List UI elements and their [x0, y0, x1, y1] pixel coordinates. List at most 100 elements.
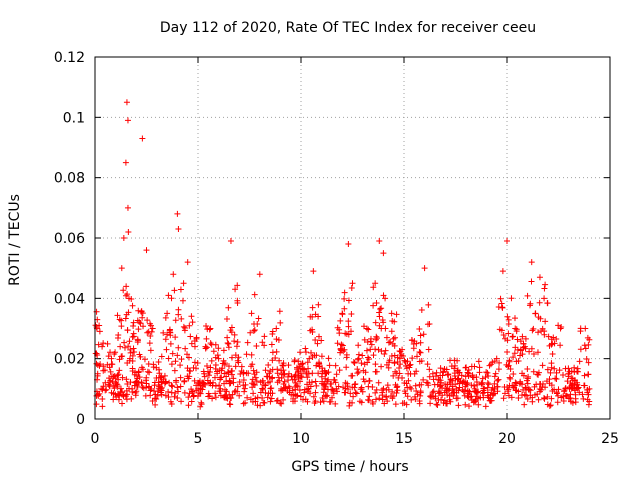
data-point [281, 378, 288, 385]
data-point [417, 349, 424, 356]
data-point [581, 372, 588, 379]
data-point [250, 328, 257, 335]
data-point [135, 369, 142, 376]
data-point [294, 383, 301, 390]
data-point [310, 393, 317, 400]
data-point [292, 372, 299, 379]
data-point [383, 394, 390, 401]
data-point [454, 376, 461, 383]
data-point [581, 342, 588, 349]
data-point [380, 292, 387, 299]
data-point [268, 395, 275, 402]
data-point [517, 378, 524, 385]
data-point [309, 313, 316, 320]
data-point [202, 345, 209, 352]
data-point [577, 346, 584, 353]
data-point [203, 323, 210, 330]
data-point [273, 348, 280, 355]
data-point [530, 325, 537, 332]
data-point [426, 366, 433, 373]
data-point [252, 395, 259, 402]
data-point [236, 392, 243, 399]
data-point [171, 393, 178, 400]
data-point [337, 345, 344, 352]
data-point [104, 361, 111, 368]
data-point [122, 292, 129, 299]
data-point [139, 310, 146, 317]
data-point [325, 355, 332, 362]
x-tick-label: 25 [601, 431, 619, 447]
data-point [217, 374, 224, 381]
data-point [512, 325, 519, 332]
data-point [215, 355, 222, 362]
data-point [299, 360, 306, 367]
data-point [244, 394, 251, 401]
data-point [259, 386, 266, 393]
data-point [339, 342, 346, 349]
data-point [195, 379, 201, 386]
data-point [322, 375, 329, 382]
data-point [129, 365, 136, 372]
data-point [556, 367, 563, 374]
data-point [490, 391, 497, 398]
data-point [220, 347, 227, 354]
data-point [525, 373, 532, 380]
data-point [235, 354, 242, 361]
data-point [399, 346, 406, 353]
data-point [387, 338, 394, 345]
data-point [405, 377, 412, 384]
data-point [153, 375, 160, 382]
data-point [259, 394, 266, 401]
data-point [489, 359, 496, 366]
data-point [197, 403, 204, 410]
data-point [222, 392, 229, 399]
data-point [361, 361, 368, 368]
data-point [445, 371, 452, 378]
data-point [544, 300, 551, 307]
x-tick-label: 0 [91, 431, 100, 447]
data-point [359, 352, 366, 359]
data-point [285, 362, 292, 369]
data-point [208, 341, 215, 348]
data-point [146, 369, 153, 376]
data-point [96, 328, 103, 335]
data-point [129, 385, 136, 392]
data-point [123, 376, 130, 383]
data-point [337, 317, 344, 324]
data-point [194, 393, 201, 400]
data-point [240, 382, 247, 389]
data-point [510, 370, 517, 377]
data-point [186, 367, 193, 374]
data-point [527, 300, 534, 307]
data-point [224, 340, 231, 347]
data-point [393, 311, 400, 318]
data-point [251, 326, 258, 333]
data-point [247, 329, 254, 336]
data-point [120, 392, 127, 399]
data-point [118, 265, 125, 272]
data-point [462, 364, 469, 371]
data-point [135, 326, 142, 333]
data-point [379, 392, 386, 399]
data-point [336, 330, 343, 337]
data-point [264, 394, 271, 401]
data-point [376, 395, 383, 402]
data-point [423, 379, 430, 386]
data-point [484, 389, 491, 396]
data-point [103, 386, 110, 393]
data-point [464, 369, 471, 376]
data-point [582, 325, 589, 332]
data-point [216, 382, 223, 389]
data-point [182, 345, 189, 352]
data-point [146, 384, 153, 391]
data-point [377, 306, 384, 312]
data-point [391, 360, 398, 367]
data-point [396, 348, 403, 355]
data-point [201, 373, 208, 380]
data-point [214, 352, 221, 359]
data-point [389, 388, 396, 395]
data-point [298, 361, 304, 368]
data-point [106, 382, 113, 389]
data-point [440, 399, 447, 406]
data-point [426, 373, 433, 380]
